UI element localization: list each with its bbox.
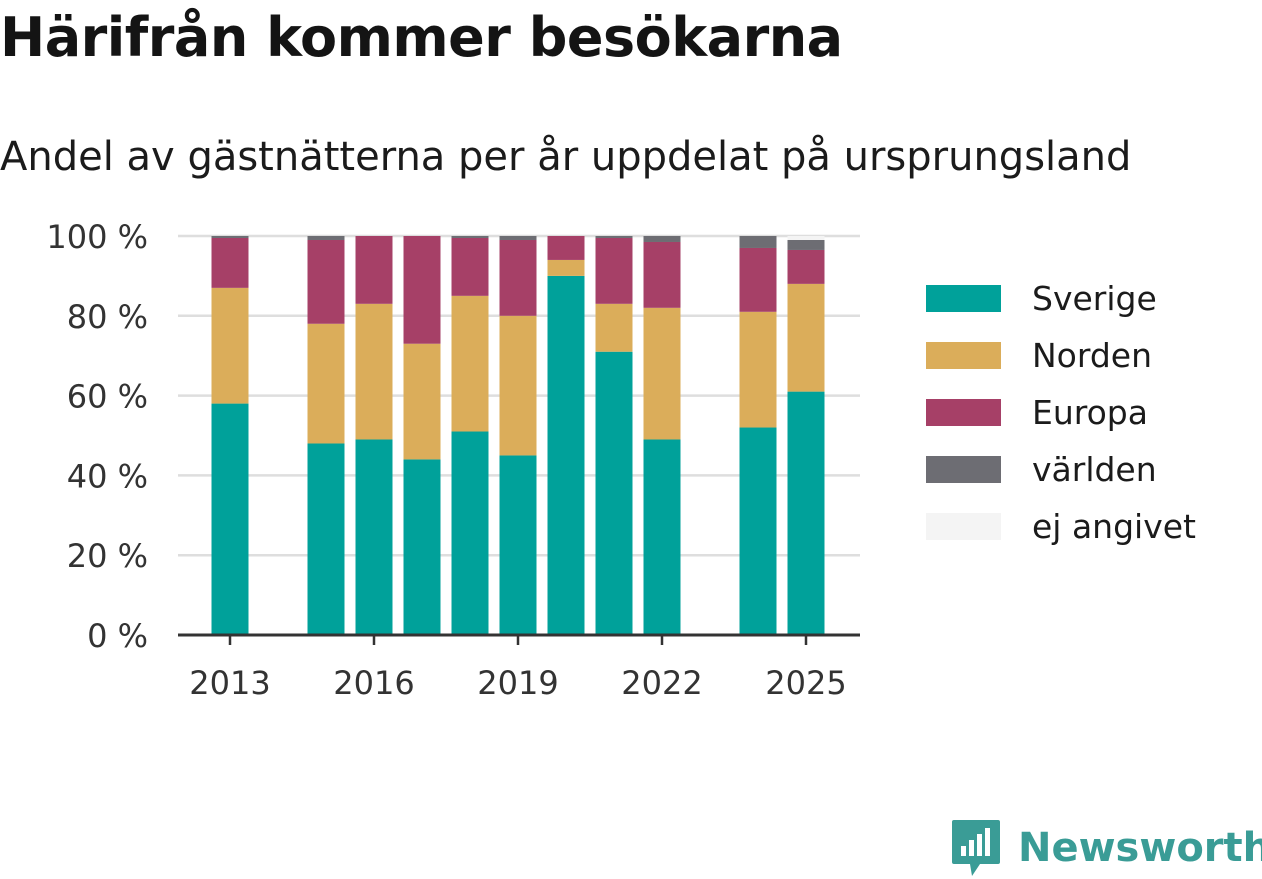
legend-label-norden: Norden	[1032, 336, 1153, 375]
legend-item-norden: Norden	[926, 327, 1196, 384]
legend-item-ej-angivet: ej angivet	[926, 498, 1196, 555]
bar-segment-europa-2018	[451, 237, 489, 296]
bar-segment-europa-2024	[739, 247, 777, 312]
bar-segment-norden-2017	[403, 343, 441, 460]
y-tick-label: 60 %	[67, 378, 148, 416]
bar-segment-sverige-2021	[595, 351, 633, 635]
legend-item-europa: Europa	[926, 384, 1196, 441]
bar-segment-sverige-2022	[643, 439, 681, 635]
bar-segment-norden-2024	[739, 311, 777, 428]
legend-label-europa: Europa	[1032, 393, 1148, 432]
y-tick-label: 80 %	[67, 298, 148, 336]
bars	[211, 236, 825, 635]
bar-segment-europa-2019	[499, 239, 537, 316]
newsworthy-brand: Newsworthy	[950, 818, 1262, 878]
bar-segment-sverige-2016	[355, 439, 393, 635]
legend-item-sverige: Sverige	[926, 270, 1196, 327]
chart-subtitle: Andel av gästnätterna per år uppdelat på…	[0, 134, 1132, 180]
legend-label-sverige: Sverige	[1032, 279, 1157, 318]
bar-segment-varlden-2018	[451, 236, 489, 238]
chart-title: Härifrån kommer besökarna	[0, 6, 843, 69]
bar-segment-sverige-2025	[787, 391, 825, 635]
bar-segment-varlden-2013	[211, 236, 249, 238]
bar-segment-norden-2016	[355, 303, 393, 440]
y-tick-label: 100 %	[46, 218, 148, 256]
x-tick-label: 2025	[765, 664, 846, 702]
x-tick-label: 2013	[189, 664, 270, 702]
y-axis-ticks: 0 % 20 % 40 % 60 % 80 % 100 %	[46, 218, 148, 655]
x-tick-label: 2022	[621, 664, 702, 702]
y-tick-label: 20 %	[67, 537, 148, 575]
bar-segment-sverige-2020	[547, 275, 585, 635]
bar-segment-norden-2025	[787, 283, 825, 392]
legend-swatch-ej-angivet	[926, 513, 1001, 540]
bar-segment-sverige-2024	[739, 427, 777, 635]
bar-segment-europa-2016	[355, 236, 393, 304]
bar-segment-norden-2018	[451, 295, 489, 432]
bar-segment-europa-2021	[595, 237, 633, 304]
bar-segment-norden-2015	[307, 323, 345, 444]
bar-segment-varlden-2019	[499, 236, 537, 240]
brand-name: Newsworthy	[1018, 825, 1262, 871]
bar-segment-norden-2020	[547, 259, 585, 276]
legend-label-ej-angivet: ej angivet	[1032, 507, 1196, 546]
bar-segment-norden-2022	[643, 307, 681, 440]
bar-segment-ej-angivet-2025	[787, 236, 825, 240]
legend-swatch-sverige	[926, 285, 1001, 312]
bar-segment-europa-2015	[307, 239, 345, 324]
y-tick-label: 0 %	[87, 617, 148, 655]
bar-segment-europa-2017	[403, 236, 441, 344]
bar-segment-europa-2020	[547, 236, 585, 260]
bar-segment-sverige-2017	[403, 459, 441, 635]
legend-label-varlden: världen	[1032, 450, 1157, 489]
legend-swatch-norden	[926, 342, 1001, 369]
bar-segment-sverige-2018	[451, 431, 489, 635]
bar-segment-sverige-2015	[307, 443, 345, 635]
newsworthy-logo-icon	[952, 820, 1000, 876]
y-tick-label: 40 %	[67, 457, 148, 495]
bar-segment-europa-2025	[787, 249, 825, 284]
bar-segment-varlden-2015	[307, 236, 345, 240]
bar-segment-norden-2013	[211, 287, 249, 404]
legend: Sverige Norden Europa världen ej angivet	[926, 270, 1196, 555]
bar-segment-varlden-2025	[787, 239, 825, 250]
legend-swatch-europa	[926, 399, 1001, 426]
bar-segment-varlden-2021	[595, 236, 633, 238]
legend-swatch-varlden	[926, 456, 1001, 483]
bar-segment-varlden-2024	[739, 236, 777, 248]
x-axis-ticks: 2013 2016 2019 2022 2025	[189, 635, 847, 702]
bar-segment-europa-2022	[643, 241, 681, 308]
bar-segment-sverige-2019	[499, 455, 537, 635]
bar-segment-europa-2013	[211, 237, 249, 288]
bar-segment-sverige-2013	[211, 403, 249, 635]
x-tick-label: 2016	[333, 664, 414, 702]
bar-segment-varlden-2022	[643, 236, 681, 242]
bar-segment-norden-2021	[595, 303, 633, 352]
x-tick-label: 2019	[477, 664, 558, 702]
legend-item-varlden: världen	[926, 441, 1196, 498]
bar-segment-norden-2019	[499, 315, 537, 456]
